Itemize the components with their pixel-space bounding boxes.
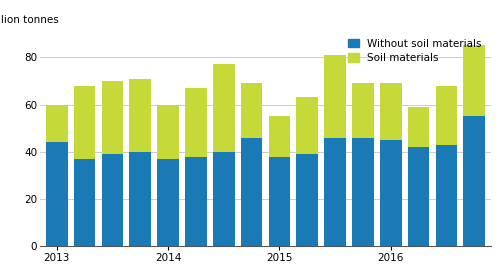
Bar: [102, 154, 123, 246]
Bar: [297, 97, 318, 154]
Bar: [213, 64, 234, 152]
Bar: [74, 159, 96, 246]
Bar: [297, 154, 318, 246]
Bar: [157, 104, 179, 159]
Text: Million tonnes: Million tonnes: [0, 15, 59, 25]
Bar: [241, 138, 263, 246]
Bar: [435, 86, 457, 145]
Bar: [46, 142, 68, 246]
Bar: [185, 88, 207, 157]
Bar: [241, 83, 263, 138]
Bar: [157, 159, 179, 246]
Bar: [408, 147, 429, 246]
Bar: [213, 152, 234, 246]
Bar: [463, 116, 485, 246]
Bar: [408, 107, 429, 147]
Bar: [269, 116, 290, 157]
Bar: [380, 140, 402, 246]
Bar: [269, 157, 290, 246]
Bar: [46, 104, 68, 142]
Bar: [129, 78, 151, 152]
Bar: [129, 152, 151, 246]
Bar: [435, 145, 457, 246]
Bar: [324, 138, 346, 246]
Bar: [102, 81, 123, 154]
Bar: [352, 83, 374, 138]
Bar: [324, 55, 346, 138]
Bar: [463, 45, 485, 116]
Bar: [352, 138, 374, 246]
Bar: [380, 83, 402, 140]
Bar: [185, 157, 207, 246]
Bar: [74, 86, 96, 159]
Legend: Without soil materials, Soil materials: Without soil materials, Soil materials: [344, 34, 486, 67]
